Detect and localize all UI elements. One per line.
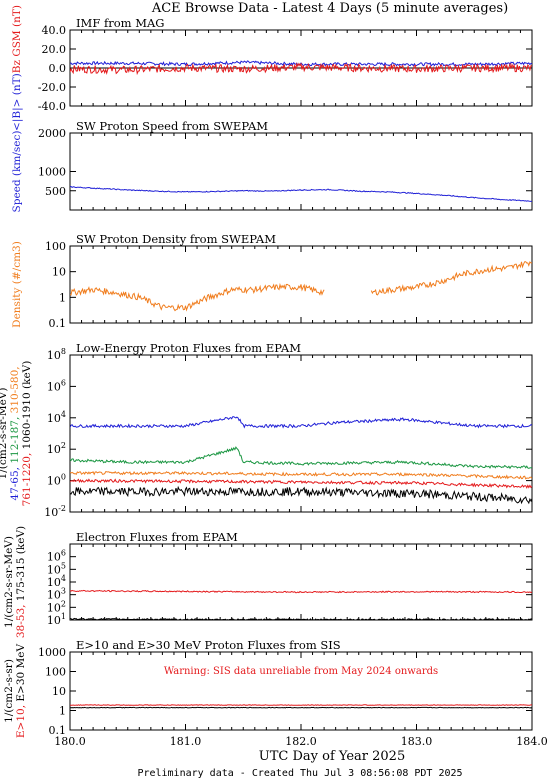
y-tick-label: 104 [47, 410, 66, 425]
panel-epam-protons: 108 106 104 102 100 10-2 Low-Energy Proton Flu… [0, 341, 533, 519]
series-line-38-53 [70, 589, 532, 594]
series-line-speed [70, 186, 532, 202]
series-line-1060-1910 [70, 485, 532, 505]
panels: 40.0 20.0 0.0 -20.0 -40.0 IMF from MAG <|B|> (… [0, 5, 548, 748]
warning-text: Warning: SIS data unreliable from May 20… [164, 666, 438, 677]
y-axis-label-part: 1060-1910 (keV) [21, 361, 33, 450]
x-tick-label: 183.0 [401, 735, 433, 748]
panel-title: SW Proton Speed from SWEPAM [76, 119, 268, 133]
y-axis-label: 761-1220, 1060-1910 (keV) [21, 361, 33, 507]
plot-frame [69, 651, 533, 731]
y-tick-label: 0.1 [49, 724, 67, 737]
series-line-112-187 [70, 446, 532, 470]
y-tick-label: 2000 [38, 127, 66, 140]
y-axis-label-part: E>30 MeV [15, 643, 27, 701]
series-line-175-315 [70, 617, 532, 620]
y-tick-label: 102 [47, 441, 66, 456]
y-axis-label-part: 112-187, [9, 413, 21, 463]
y-axis-label: 1/(cm2-s-sr) [3, 659, 15, 723]
y-tick-label: 40.0 [42, 24, 67, 37]
y-axis-label-part: Density (#/cm3) [11, 241, 23, 328]
series-line-bz-gsm [70, 62, 532, 76]
series-line-761-1220 [70, 478, 532, 489]
series-group [70, 186, 532, 202]
y-tick-label: 1000 [38, 166, 66, 179]
series-line-e-30 [70, 706, 532, 709]
y-axis-label: 1/(cm2-s-sr-MeV) [0, 388, 9, 480]
y-axis-label-part: Speed (km/sec) [11, 131, 23, 213]
y-tick-label: 100 [47, 473, 66, 488]
y-tick-label: 500 [45, 185, 66, 198]
y-tick-label: 106 [47, 378, 66, 393]
y-tick-label: -40.0 [38, 100, 66, 113]
y-axis-label: Speed (km/sec) [11, 131, 23, 213]
y-axis-label: Density (#/cm3) [11, 241, 23, 328]
panel-title: E>10 and E>30 MeV Proton Fluxes from SIS [76, 638, 341, 652]
chart-title: ACE Browse Data - Latest 4 Days (5 minut… [151, 1, 508, 16]
y-axis-label-part: 761-1220, [21, 449, 33, 506]
y-tick-label: 1000 [38, 646, 66, 659]
panel-imf: 40.0 20.0 0.0 -20.0 -40.0 IMF from MAG <|B|> (… [11, 5, 533, 131]
x-tick-label: 180.0 [54, 735, 86, 748]
y-tick-label: 101 [47, 612, 66, 627]
y-axis-label: E>10, E>30 MeV [15, 643, 27, 738]
y-axis-label-part: 47-65, [9, 464, 21, 501]
y-axis-label-part: 38-53, [15, 601, 27, 638]
series-line-density [70, 261, 532, 312]
footer-note: Preliminary data - Created Thu Jul 3 08:… [137, 768, 462, 779]
series-line-310-580 [70, 471, 532, 480]
y-axis-label: <|B|> (nT)Bz GSM (nT) [11, 5, 24, 131]
series-line-e-10 [70, 704, 532, 706]
x-tick-label: 184.0 [516, 735, 548, 748]
plot-frame [69, 132, 533, 211]
series-line-47-65 [70, 416, 532, 429]
y-tick-label: 10-2 [44, 504, 66, 519]
y-axis-label-part: 310-580, [9, 366, 21, 413]
x-tick-label: 181.0 [170, 735, 202, 748]
y-tick-label: 0.1 [49, 317, 67, 330]
panel-sis: 1000 100 10 1 0.1 E>10 and E>30 MeV Proton Fl… [3, 638, 533, 738]
panel-title: SW Proton Density from SWEPAM [76, 232, 276, 246]
series-group [70, 704, 532, 709]
x-axis-label: UTC Day of Year 2025 [259, 749, 405, 764]
y-axis-label-part: 1/(cm2-s-sr) [3, 659, 15, 723]
series-group [70, 416, 532, 505]
panel-title: Low-Energy Proton Fluxes from EPAM [76, 341, 301, 355]
series-group [70, 60, 532, 76]
panel-title: Electron Fluxes from EPAM [76, 530, 238, 544]
series-group [70, 589, 532, 620]
y-axis-label-part: E>10, [15, 702, 27, 739]
y-tick-label: 1 [59, 291, 66, 304]
y-axis-label-part: 1/(cm2-s-sr-MeV) [3, 536, 15, 628]
y-tick-label: 20.0 [42, 43, 67, 56]
y-axis-label: 47-65, 112-187, 310-580, [9, 366, 21, 500]
y-tick-label: 100 [45, 666, 66, 679]
plot-frame [69, 543, 533, 621]
y-tick-label: 0.0 [49, 62, 67, 75]
y-tick-label: -20.0 [38, 81, 66, 94]
x-tick-label: 182.0 [285, 735, 317, 748]
y-tick-label: 108 [47, 347, 66, 362]
y-tick-label: 10 [52, 266, 66, 279]
y-axis-label-part: Bz GSM (nT) [11, 5, 23, 73]
panel-title: IMF from MAG [76, 16, 164, 30]
y-axis-label-part: 175-315 (keV) [15, 526, 27, 601]
y-axis-label: 38-53, 175-315 (keV) [15, 526, 27, 638]
panel-speed: 2000 1000 500 SW Proton Speed from SWEPAM Sp… [11, 119, 533, 213]
x-axis: 180.0 181.0 182.0 183.0 184.0 [54, 735, 548, 748]
y-axis-label: 1/(cm2-s-sr-MeV) [3, 536, 15, 628]
y-tick-label: 100 [45, 240, 66, 253]
series-group [70, 261, 532, 312]
panel-density: 100 10 1 0.1 SW Proton Density from SWEPAM De… [11, 232, 533, 330]
y-tick-label: 1 [59, 705, 66, 718]
plot-frame [69, 354, 533, 513]
y-axis-label-part: 1/(cm2-s-sr-MeV) [0, 388, 9, 480]
y-tick-label: 10 [52, 685, 66, 698]
y-axis-label-part: <|B|> (nT) [11, 73, 24, 131]
